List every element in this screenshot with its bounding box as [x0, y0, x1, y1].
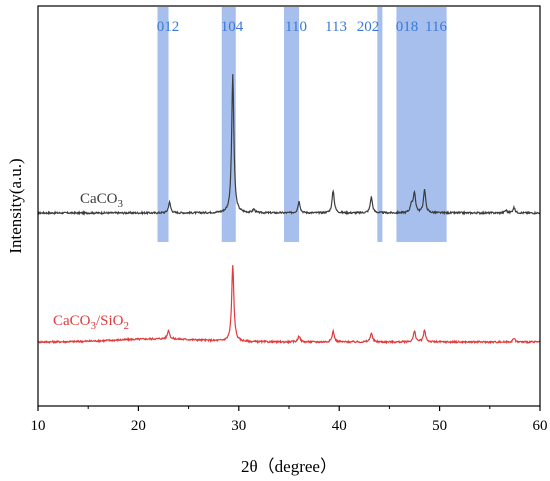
- hkl-label-202: 202: [357, 19, 380, 35]
- series-label-caco3-sio2: CaCO3/SiO2: [53, 313, 129, 332]
- x-tick-label-20: 20: [131, 418, 146, 434]
- series-group: [37, 74, 541, 345]
- peak-band-104: [221, 7, 236, 242]
- x-tick-label-10: 10: [31, 418, 46, 434]
- series-labels: CaCO3 CaCO3/SiO2: [53, 191, 129, 332]
- x-tick-label-30: 30: [231, 418, 246, 434]
- peak-band-202: [377, 7, 383, 242]
- peak-band-012: [157, 7, 169, 242]
- hkl-label-012: 012: [157, 19, 180, 35]
- peak-bands: [157, 7, 447, 242]
- series-line-0: [37, 74, 541, 216]
- hkl-label-018: 018: [396, 19, 419, 35]
- x-tick-label-40: 40: [332, 418, 347, 434]
- peak-band-018: [396, 7, 422, 242]
- hkl-label-113: 113: [325, 19, 347, 35]
- peak-band-110: [283, 7, 300, 242]
- x-axis-ticks: 10 20 30 40 50 60: [31, 406, 548, 434]
- hkl-label-110: 110: [285, 19, 307, 35]
- x-tick-label-60: 60: [533, 418, 548, 434]
- x-tick-label-50: 50: [432, 418, 447, 434]
- hkl-label-104: 104: [221, 19, 244, 35]
- hkl-labels: 012 104 110 113 202 018 116: [157, 19, 448, 35]
- series-label-caco3: CaCO3: [80, 191, 124, 210]
- hkl-label-116: 116: [425, 19, 447, 35]
- x-axis-title: 2θ（degree）: [241, 457, 337, 476]
- peak-band-116: [421, 7, 447, 242]
- series-line-1: [37, 265, 541, 345]
- y-axis-title: Intensity(a.u.): [6, 158, 25, 253]
